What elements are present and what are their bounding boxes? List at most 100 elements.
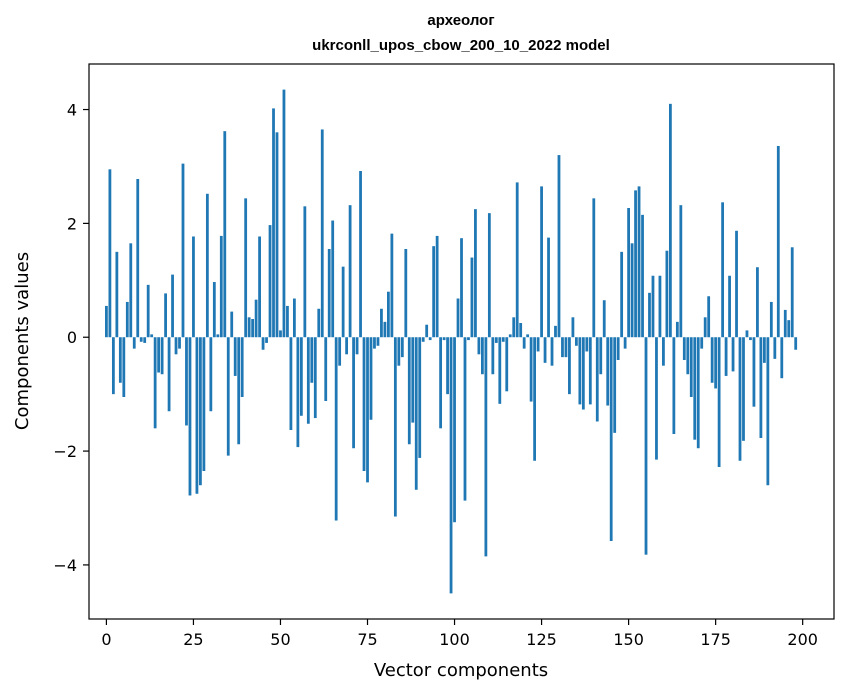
bar [564, 337, 568, 358]
bar [435, 235, 439, 338]
bar [254, 299, 258, 338]
bar [668, 103, 672, 338]
bar [338, 337, 342, 366]
bar [505, 337, 509, 392]
bar [749, 337, 752, 341]
bar [724, 337, 728, 376]
bar [233, 337, 237, 376]
bar [769, 301, 773, 338]
bar [794, 337, 798, 350]
bar [425, 324, 429, 338]
bar [655, 337, 658, 460]
bar [686, 337, 690, 375]
bar [115, 251, 119, 338]
chart-subtitle: ukrconll_upos_cbow_200_10_2022 model [312, 37, 610, 54]
bar [689, 337, 693, 397]
bar [132, 337, 136, 349]
bar [623, 337, 627, 349]
bar [355, 337, 359, 355]
bar [662, 337, 665, 366]
bar [369, 337, 373, 420]
chart-title: археолог [427, 12, 494, 29]
bar [762, 337, 766, 363]
bar [418, 337, 422, 458]
bar [240, 337, 244, 397]
bar [174, 337, 178, 355]
bar [362, 337, 366, 471]
bar [644, 337, 648, 555]
bar [153, 337, 157, 429]
bar [407, 337, 411, 445]
bar [348, 205, 352, 338]
bar [787, 320, 791, 338]
bar [341, 266, 345, 338]
bar [491, 337, 495, 375]
bar [494, 337, 498, 343]
bar [700, 337, 704, 349]
bar [118, 337, 122, 383]
y-tick-label: −2 [53, 442, 77, 461]
bar [171, 274, 174, 338]
bar [366, 337, 369, 483]
bar [637, 186, 641, 338]
bar [738, 337, 742, 461]
bar [561, 337, 564, 358]
bar [568, 337, 571, 395]
bar [129, 243, 133, 338]
bar [446, 337, 449, 395]
bar [602, 300, 606, 338]
bar [460, 238, 463, 338]
bar [205, 193, 209, 338]
bar [122, 337, 126, 397]
bar [742, 337, 745, 441]
bar [515, 182, 519, 338]
bar [501, 337, 505, 342]
bar [324, 337, 328, 401]
bar [251, 319, 255, 338]
bar [432, 246, 436, 338]
bar [383, 321, 387, 338]
bar [404, 249, 408, 338]
bar [272, 108, 275, 338]
bar [320, 129, 324, 338]
bar [453, 337, 456, 523]
bar [359, 171, 362, 338]
bar [265, 337, 268, 343]
x-tick-label: 0 [101, 630, 111, 649]
bar [164, 293, 167, 338]
bar [585, 337, 589, 352]
bar [160, 337, 164, 375]
bar [125, 301, 129, 338]
bar [467, 337, 470, 341]
bar [105, 305, 108, 338]
bar [658, 275, 662, 338]
bar [498, 337, 502, 404]
bar [209, 337, 213, 412]
bar [202, 337, 206, 471]
bar [303, 206, 307, 338]
bar [714, 337, 718, 389]
bar [547, 237, 550, 338]
bar [258, 236, 261, 338]
bar [526, 334, 530, 338]
bar [703, 317, 707, 338]
bar [167, 337, 171, 412]
y-tick-label: −4 [53, 556, 77, 575]
bar [620, 251, 624, 338]
bar [334, 337, 338, 521]
bar [146, 284, 150, 338]
bar [481, 337, 484, 375]
bar [192, 236, 195, 338]
bar [519, 323, 523, 338]
bar [578, 337, 582, 405]
bar [707, 296, 711, 338]
bar [728, 275, 731, 338]
bar [268, 225, 272, 338]
bar [373, 337, 376, 349]
x-tick-label: 100 [439, 630, 470, 649]
bar [244, 198, 248, 338]
bar [352, 337, 355, 449]
bar [595, 337, 599, 422]
y-axis-ticks: −4 −2 0 2 4 [53, 101, 89, 575]
bar [230, 311, 234, 338]
